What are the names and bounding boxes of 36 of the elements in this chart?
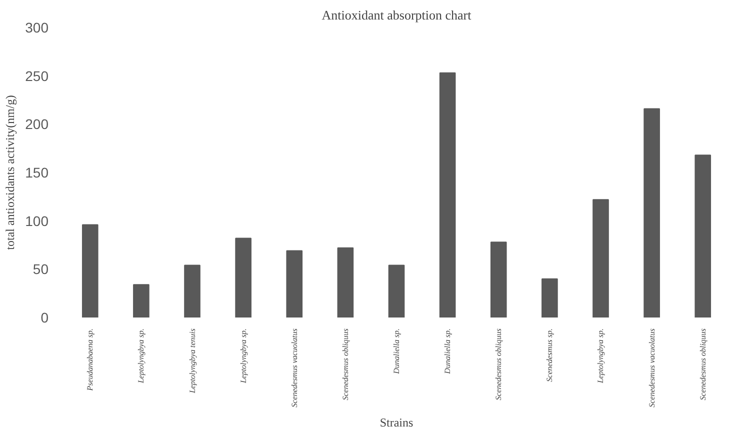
x-tick-label: Leptolyngbya tenuis (188, 328, 197, 394)
bar (644, 108, 660, 318)
bar (133, 284, 150, 318)
x-tick-label: Pseudanabaena sp. (86, 328, 95, 392)
y-tick-label: 50 (32, 261, 49, 278)
bar (184, 264, 200, 318)
y-tick-label: 250 (25, 68, 49, 84)
bar (592, 199, 609, 318)
y-tick-label: 150 (25, 164, 49, 180)
bar (542, 278, 558, 318)
bar (82, 224, 98, 318)
bar (337, 247, 354, 318)
x-tick-label: Scenedesmus vacuolatus (647, 328, 656, 408)
x-tick-label: Leptolyngbya sp. (596, 328, 606, 384)
x-tick-label: Leptolyngbya sp. (136, 328, 146, 384)
x-tick-label: Scenedesmus obliquus (698, 328, 708, 400)
y-tick-label: 200 (25, 116, 49, 132)
x-tick-label: Scenedesmus obliquus (494, 328, 504, 400)
bar (388, 264, 405, 318)
x-tick-label: Dunaliella sp. (443, 328, 452, 375)
bar (235, 238, 252, 318)
bar (439, 72, 456, 318)
y-tick-label: 100 (25, 212, 49, 229)
bar (694, 154, 712, 318)
bar (286, 250, 303, 318)
x-axis-title: Strains (380, 415, 414, 430)
x-tick-label: Leptolyngbya sp. (238, 328, 248, 384)
y-axis-title: total antioxidants activity(nm/g) (3, 95, 18, 250)
x-tick-label: Scenedesmus obliquus (340, 328, 350, 400)
y-tick-label: 0 (40, 310, 49, 326)
x-tick-label: Scenedesmus sp. (545, 328, 554, 382)
chart-title: Antioxidant absorption chart (322, 8, 472, 22)
x-tick-label: Dunaliella sp. (392, 328, 401, 375)
bar (490, 242, 507, 318)
y-tick-label: 300 (25, 20, 49, 36)
x-tick-label: Scenedesmus vacuolatus (290, 328, 299, 408)
